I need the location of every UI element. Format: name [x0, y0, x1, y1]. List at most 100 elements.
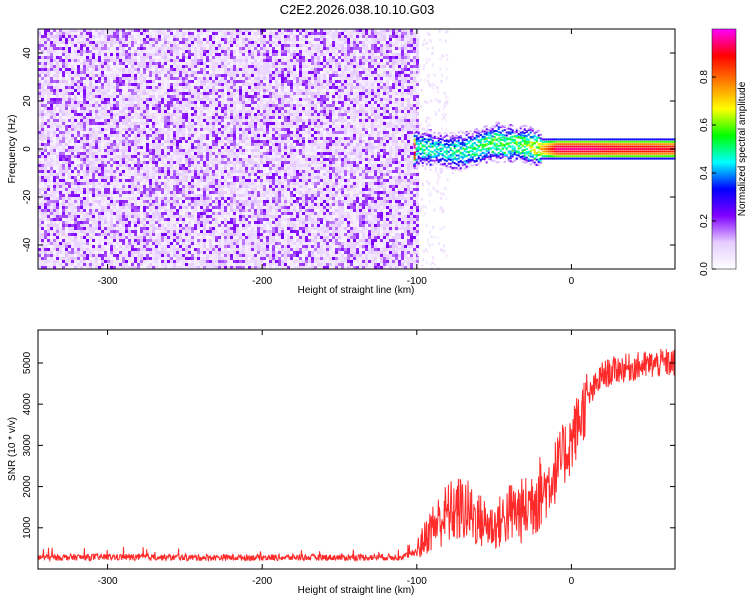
spectrogram-cell: [80, 236, 83, 239]
spectrogram-cell: [86, 254, 89, 257]
spectrogram-cell: [98, 56, 101, 59]
spectrogram-cell: [68, 131, 71, 134]
spectrogram-cell: [185, 104, 188, 107]
spectrogram-cell: [161, 152, 164, 155]
spectrogram-cell: [50, 203, 53, 206]
spectrogram-cell: [149, 209, 152, 212]
spectrogram-cell: [47, 125, 50, 128]
spectrogram-cell: [134, 122, 137, 125]
spectrogram-cell: [77, 248, 80, 251]
spectrogram-cell: [65, 146, 68, 149]
spectrogram-cell: [38, 125, 41, 128]
spectrogram-cell: [80, 230, 83, 233]
spectrogram-cell: [122, 137, 125, 140]
spectrogram-cell: [77, 185, 80, 188]
spectrogram-cell: [74, 185, 77, 188]
spectrogram-cell: [170, 176, 173, 179]
spectrogram-cell: [158, 56, 161, 59]
spectrogram-cell: [215, 110, 218, 113]
spectrogram-cell: [119, 179, 122, 182]
spectrogram-cell: [65, 104, 68, 107]
spectrogram-cell: [194, 164, 197, 167]
spectrogram-cell: [182, 83, 185, 86]
spectrogram-cell: [38, 104, 41, 107]
spectrogram-cell: [116, 95, 119, 98]
spectrogram-cell: [197, 146, 200, 149]
spectrogram-cell: [50, 125, 53, 128]
spectrogram-cell: [212, 158, 215, 161]
spectrogram-cell: [86, 164, 89, 167]
spectrogram-cell: [107, 116, 110, 119]
spectrogram-cell: [161, 218, 164, 221]
spectrogram-cell: [200, 71, 203, 74]
spectrogram-cell: [122, 146, 125, 149]
spectrogram-cell: [101, 92, 104, 95]
spectrogram-cell: [143, 194, 146, 197]
spectrogram-cell: [38, 155, 41, 158]
spectrogram-cell: [95, 59, 98, 62]
spectrogram-cell: [215, 167, 218, 170]
spectrogram-cell: [146, 152, 149, 155]
spectrogram-cell: [149, 179, 152, 182]
spectrogram-cell: [38, 80, 41, 83]
spectrogram-cell: [62, 146, 65, 149]
spectrogram-cell: [215, 62, 218, 65]
spectrogram-cell: [44, 167, 47, 170]
spectrogram-cell: [116, 203, 119, 206]
spectrogram-cell: [128, 230, 131, 233]
spectrogram-cell: [86, 194, 89, 197]
spectrogram-cell: [44, 107, 47, 110]
spectrogram-cell: [110, 245, 113, 248]
spectrogram-cell: [83, 254, 86, 257]
spectrogram-cell: [179, 35, 182, 38]
spectrogram-cell: [149, 86, 152, 89]
spectrogram-cell: [194, 200, 197, 203]
spectrogram-cell: [200, 170, 203, 173]
spectrogram-cell: [113, 257, 116, 260]
spectrogram-cell: [209, 47, 212, 50]
spectrogram-cell: [158, 80, 161, 83]
spectrogram-cell: [59, 131, 62, 134]
spectrogram-cell: [74, 68, 77, 71]
spectrogram-cell: [95, 146, 98, 149]
spectrogram-cell: [47, 35, 50, 38]
spectrogram-cell: [167, 53, 170, 56]
spectrogram-cell: [224, 95, 227, 98]
spectrogram-cell: [134, 215, 137, 218]
spectrogram-cell: [188, 203, 191, 206]
spectrogram-cell: [59, 260, 62, 263]
spectrogram-cell: [218, 140, 221, 143]
spectrogram-cell: [215, 221, 218, 224]
spectrogram-cell: [143, 68, 146, 71]
spectrogram-cell: [68, 89, 71, 92]
spectrogram-cell: [155, 89, 158, 92]
spectrogram-cell: [146, 53, 149, 56]
spectrogram-cell: [164, 230, 167, 233]
spectrogram-cell: [95, 119, 98, 122]
spectrogram-cell: [59, 224, 62, 227]
spectrogram-cell: [134, 266, 137, 269]
spectrogram-cell: [53, 236, 56, 239]
spectrogram-cell: [131, 53, 134, 56]
spectrogram-cell: [71, 164, 74, 167]
spectrogram-cell: [176, 128, 179, 131]
spectrogram-cell: [137, 164, 140, 167]
spectrogram-cell: [191, 158, 194, 161]
spectrogram-cell: [215, 65, 218, 68]
spectrogram-cell: [128, 47, 131, 50]
spectrogram-cell: [101, 197, 104, 200]
spectrogram-cell: [101, 218, 104, 221]
spectrogram-cell: [95, 35, 98, 38]
spectrogram-cell: [44, 176, 47, 179]
spectrogram-cell: [65, 170, 68, 173]
spectrogram-cell: [125, 98, 128, 101]
spectrogram-cell: [41, 191, 44, 194]
spectrogram-cell: [173, 179, 176, 182]
spectrogram-cell: [185, 44, 188, 47]
spectrogram-cell: [200, 137, 203, 140]
spectrogram-cell: [209, 203, 212, 206]
spectrogram-cell: [77, 101, 80, 104]
spectrogram-cell: [215, 203, 218, 206]
spectrogram-cell: [176, 173, 179, 176]
spectrogram-cell: [209, 194, 212, 197]
